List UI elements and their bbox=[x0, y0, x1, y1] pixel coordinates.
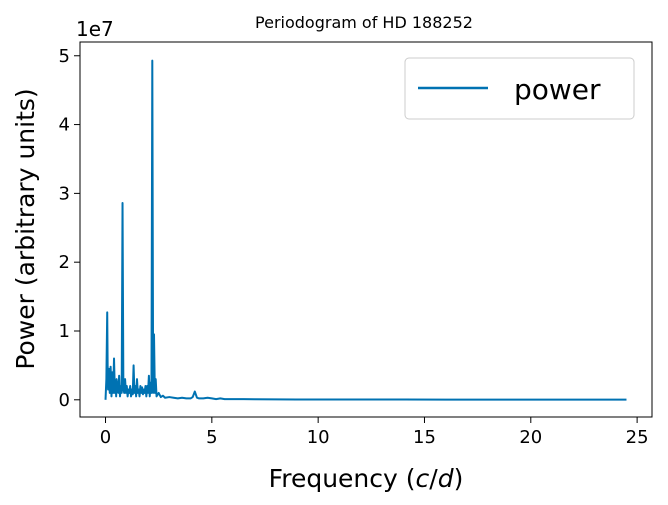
legend-label-power: power bbox=[514, 73, 601, 106]
y-tick-label: 4 bbox=[59, 115, 70, 136]
series-layer bbox=[104, 59, 627, 401]
x-tick-label: 15 bbox=[413, 427, 436, 448]
x-tick-label: 5 bbox=[206, 427, 217, 448]
plot-frame bbox=[79, 41, 653, 418]
x-axis-label: Frequency (c/d) bbox=[269, 464, 464, 493]
chart-title: Periodogram of HD 188252 bbox=[255, 13, 473, 32]
plot-area bbox=[79, 41, 653, 418]
x-tick-label: 20 bbox=[519, 427, 542, 448]
y-tick-label: 3 bbox=[59, 183, 70, 204]
series-line-power bbox=[104, 59, 627, 401]
y-axis-label: Power (arbitrary units) bbox=[11, 88, 40, 369]
y-tick-label: 1 bbox=[59, 321, 70, 342]
y-tick-label: 0 bbox=[59, 390, 70, 411]
legend: power bbox=[404, 57, 635, 120]
y-tick-label: 2 bbox=[59, 252, 70, 273]
y-axis-ticks: 0 1 2 3 4 5 bbox=[59, 46, 80, 411]
y-axis-multiplier: 1e7 bbox=[76, 17, 114, 41]
x-tick-label: 0 bbox=[100, 427, 111, 448]
legend-box bbox=[404, 57, 635, 120]
x-axis-ticks: 0 5 10 15 20 25 bbox=[100, 417, 649, 448]
y-tick-label: 5 bbox=[59, 46, 70, 67]
x-tick-label: 25 bbox=[626, 427, 649, 448]
x-tick-label: 10 bbox=[307, 427, 330, 448]
